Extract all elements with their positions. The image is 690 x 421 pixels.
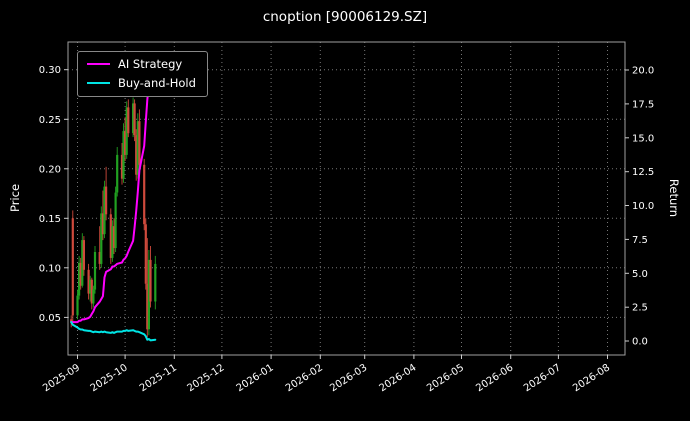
candle-body [79,262,82,286]
left-axis-label: Price [8,183,22,213]
right-tick-label: 7.5 [632,235,648,246]
x-tick-label: 2025-09 [41,362,82,394]
plot-border [67,41,626,356]
x-tick-label: 2026-02 [284,362,325,394]
x-tick-label: 2026-08 [571,362,612,394]
candle-body [154,263,157,302]
candle-body [81,240,84,286]
candle-body [149,259,152,302]
candle-body [136,121,139,175]
legend-swatch-ai-strategy [87,63,110,66]
left-tick-label: 0.20 [39,164,61,175]
left-tick-label: 0.30 [39,65,61,76]
ai-strategy-line [70,67,157,324]
right-tick-label: 2.5 [632,303,648,314]
right-tick-label: 20.0 [632,66,654,77]
legend-label-buy-and-hold: Buy-and-Hold [118,75,196,90]
right-tick-label: 17.5 [632,99,654,110]
x-tick-label: 2026-07 [522,362,563,394]
candle-body [114,192,117,249]
candle-body [125,107,128,155]
x-tick-label: 2026-05 [425,362,466,394]
right-tick-label: 12.5 [632,167,654,178]
left-tick-label: 0.15 [39,214,61,225]
candle-body [70,319,73,323]
right-tick-label: 15.0 [632,133,654,144]
x-tick-label: 2026-03 [328,362,369,394]
legend-swatch-buy-and-hold [87,81,110,84]
x-tick-label: 2026-01 [235,362,276,394]
right-tick-label: 10.0 [632,201,654,212]
legend-item-ai-strategy: AI Strategy [87,58,196,71]
candle-body [93,252,97,290]
legend: AI Strategy Buy-and-Hold [77,51,208,98]
candle-body [138,121,141,165]
candle-body [92,289,95,304]
candle-body [100,213,103,264]
candle-body [87,269,90,294]
left-tick-label: 0.05 [39,313,61,324]
candle-body [71,218,74,316]
candle-body [90,279,93,304]
candle-body [111,226,114,258]
left-tick-label: 0.25 [39,115,61,126]
x-tick-label: 2025-11 [138,362,179,394]
candle-body [146,283,149,330]
candle-body [122,131,125,179]
candle-body [132,103,135,134]
candle-body [89,279,92,294]
candle-body [127,107,130,134]
legend-item-buy-and-hold: Buy-and-Hold [87,75,196,90]
candle-body [124,131,127,155]
left-tick-label: 0.10 [39,263,61,274]
candle-body [120,154,124,179]
candle-body [78,262,81,296]
candle-body [103,186,106,235]
candle-body [112,226,116,248]
right-axis-label: Return [667,178,681,218]
candle-body [116,154,119,193]
right-tick-label: 5.0 [632,269,648,280]
legend-label-ai-strategy: AI Strategy [118,57,183,71]
candle-body [143,164,146,225]
candle-body [98,252,101,264]
candle-body [133,103,136,136]
candle-body [144,224,147,284]
candle-body [135,135,138,175]
buy-and-hold-line [70,321,157,342]
candle-body [109,214,112,258]
x-tick-label: 2026-04 [377,362,418,394]
right-tick-label: 0.0 [632,337,648,348]
candle-body [76,295,79,316]
chart-title: cnoption [90006129.SZ] [262,9,428,25]
x-tick-label: 2026-06 [474,362,515,394]
candle-body [82,240,85,270]
candle-body [147,259,150,330]
candle-body [105,186,108,215]
x-tick-label: 2025-10 [89,362,130,394]
candle-body [101,213,104,235]
x-tick-label: 2025-12 [185,362,226,394]
